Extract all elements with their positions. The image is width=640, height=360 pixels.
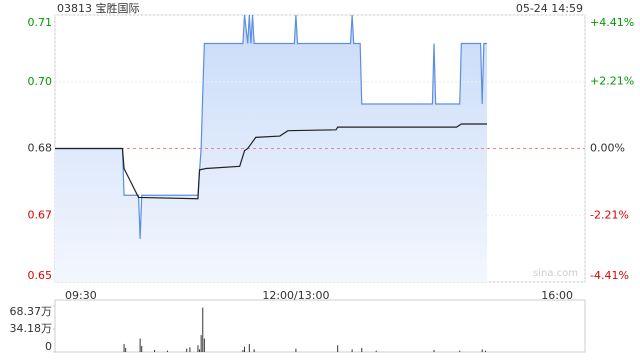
watermark: sina.com [533, 268, 578, 279]
price-line [55, 14, 488, 239]
volume-tick-label: 0 [45, 340, 52, 353]
y2-tick-label: 0.00% [590, 142, 625, 155]
y2-tick-label: +2.21% [590, 75, 634, 88]
y-tick-label: 0.67 [28, 208, 53, 221]
y-tick-label: 0.70 [28, 75, 53, 88]
volume-tick-label: 68.37万 [10, 305, 53, 318]
chart-title: 03813 宝胜国际 [57, 1, 140, 15]
y-tick-label: 0.65 [28, 269, 53, 282]
x-tick-label: 09:30 [65, 289, 97, 302]
y2-tick-label: +4.41% [590, 16, 634, 29]
x-tick-label: 16:00 [541, 289, 573, 302]
volume-frame [54, 299, 586, 353]
y-tick-label: 0.71 [28, 16, 53, 29]
y2-tick-label: -2.21% [590, 208, 629, 221]
average-line [55, 123, 488, 200]
y2-tick-label: -4.41% [590, 269, 629, 282]
volume-tick-label: 34.18万 [10, 322, 53, 335]
y-tick-label: 0.68 [28, 142, 53, 155]
x-tick-label: 12:00/13:00 [262, 289, 329, 302]
timestamp: 05-24 14:59 [516, 2, 583, 15]
